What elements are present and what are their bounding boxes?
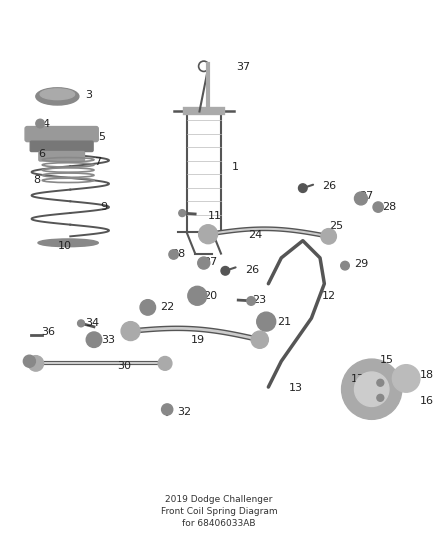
Circle shape <box>121 321 140 341</box>
Circle shape <box>341 261 350 270</box>
Circle shape <box>251 331 268 348</box>
Text: 6: 6 <box>38 149 45 159</box>
Circle shape <box>198 225 218 244</box>
Circle shape <box>342 359 402 419</box>
Circle shape <box>169 249 178 259</box>
Circle shape <box>392 365 420 392</box>
Text: 36: 36 <box>41 327 55 337</box>
Text: 27: 27 <box>203 257 217 267</box>
Text: 3: 3 <box>85 90 92 100</box>
Circle shape <box>162 404 173 415</box>
Text: 20: 20 <box>203 291 217 301</box>
Text: 24: 24 <box>248 230 262 240</box>
Text: 4: 4 <box>42 118 49 128</box>
Text: 26: 26 <box>322 181 336 190</box>
Text: 35: 35 <box>28 357 42 367</box>
Text: 30: 30 <box>117 361 131 372</box>
Text: 28: 28 <box>382 202 397 212</box>
Text: 8: 8 <box>34 175 41 185</box>
Ellipse shape <box>40 89 74 100</box>
Circle shape <box>377 379 384 386</box>
Text: 10: 10 <box>57 241 71 251</box>
Text: 26: 26 <box>245 265 259 275</box>
Text: 27: 27 <box>359 191 373 201</box>
Circle shape <box>257 312 276 331</box>
Circle shape <box>179 209 186 216</box>
Text: 22: 22 <box>160 302 174 312</box>
Text: 33: 33 <box>101 335 115 345</box>
FancyBboxPatch shape <box>30 141 93 151</box>
Text: 32: 32 <box>177 407 191 417</box>
Text: 1: 1 <box>232 163 239 173</box>
Circle shape <box>36 119 44 128</box>
Circle shape <box>377 394 384 401</box>
Circle shape <box>23 355 35 367</box>
Ellipse shape <box>36 88 79 105</box>
Text: 13: 13 <box>289 383 303 393</box>
Text: 7: 7 <box>94 157 101 167</box>
Text: 9: 9 <box>100 202 108 212</box>
FancyBboxPatch shape <box>25 126 98 142</box>
Circle shape <box>28 356 44 371</box>
Text: 34: 34 <box>85 318 99 328</box>
Text: 18: 18 <box>420 370 434 380</box>
Circle shape <box>321 229 336 244</box>
Circle shape <box>78 320 85 327</box>
Text: 29: 29 <box>354 260 369 269</box>
Circle shape <box>373 202 383 212</box>
Circle shape <box>158 357 172 370</box>
Circle shape <box>140 300 155 315</box>
Text: 28: 28 <box>171 248 186 259</box>
Text: 19: 19 <box>191 335 205 345</box>
Circle shape <box>247 297 255 305</box>
Text: 23: 23 <box>252 295 267 305</box>
Text: 5: 5 <box>98 132 105 142</box>
Circle shape <box>221 266 230 275</box>
Ellipse shape <box>38 239 98 247</box>
Text: 25: 25 <box>328 221 343 231</box>
Text: 17: 17 <box>351 374 365 384</box>
Text: 2019 Dodge Challenger
Front Coil Spring Diagram
for 68406033AB: 2019 Dodge Challenger Front Coil Spring … <box>161 495 277 528</box>
Text: 37: 37 <box>236 62 250 72</box>
Text: 12: 12 <box>322 291 336 301</box>
Text: 15: 15 <box>379 356 393 365</box>
Text: 16: 16 <box>420 396 434 406</box>
Circle shape <box>354 372 389 407</box>
Text: 21: 21 <box>277 318 291 327</box>
FancyBboxPatch shape <box>39 151 85 161</box>
Circle shape <box>198 257 210 269</box>
Circle shape <box>86 332 102 348</box>
Circle shape <box>354 192 367 205</box>
Text: 11: 11 <box>208 211 222 221</box>
Circle shape <box>299 184 307 192</box>
Circle shape <box>188 286 207 305</box>
